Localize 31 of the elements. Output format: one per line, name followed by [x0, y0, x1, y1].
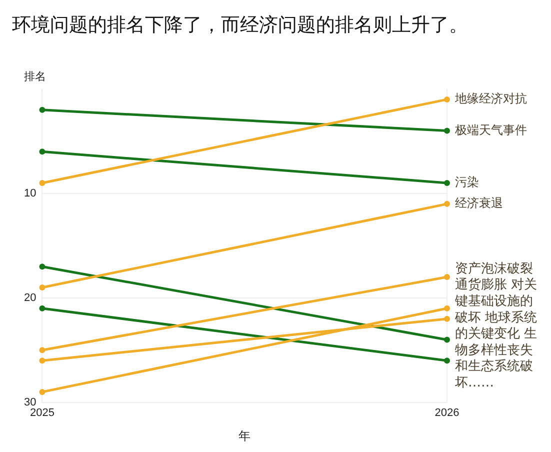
point — [39, 284, 46, 290]
series-label: 污染 — [455, 175, 479, 190]
point — [39, 358, 46, 364]
point — [444, 96, 450, 102]
point — [444, 358, 450, 364]
y-axis-title: 排名 — [24, 70, 46, 83]
point — [444, 128, 450, 134]
point — [444, 200, 450, 207]
y-tick-label: 30 — [24, 396, 36, 408]
annotation: 资产泡沫破裂通货膨胀 对关键基础设施的破坏 地球系统的关键变化 生物多样性丧失和生态系统破坏…… — [454, 261, 538, 391]
y-tick-label: 20 — [24, 292, 36, 304]
x-tick-label: 2025 — [30, 407, 54, 420]
series-label: 地缘经济对抗 — [454, 92, 527, 106]
point — [444, 274, 450, 280]
series-label: 经济衰退 — [455, 196, 503, 210]
series-label: 极端天气事件 — [454, 122, 527, 137]
x-tick-label: 2026 — [434, 407, 460, 420]
y-tick-label: 10 — [24, 188, 36, 200]
x-axis-title: 年 — [238, 429, 251, 444]
point — [39, 347, 46, 354]
point — [39, 388, 46, 395]
chart-title: 环境问题的排名下降了，而经济问题的排名则上升了。 — [12, 13, 468, 38]
point — [444, 305, 450, 312]
point — [444, 316, 450, 322]
point — [39, 106, 46, 113]
point — [444, 180, 450, 186]
point — [39, 180, 46, 186]
point — [39, 305, 46, 312]
point — [444, 336, 450, 343]
point — [39, 148, 46, 155]
point — [39, 264, 46, 270]
